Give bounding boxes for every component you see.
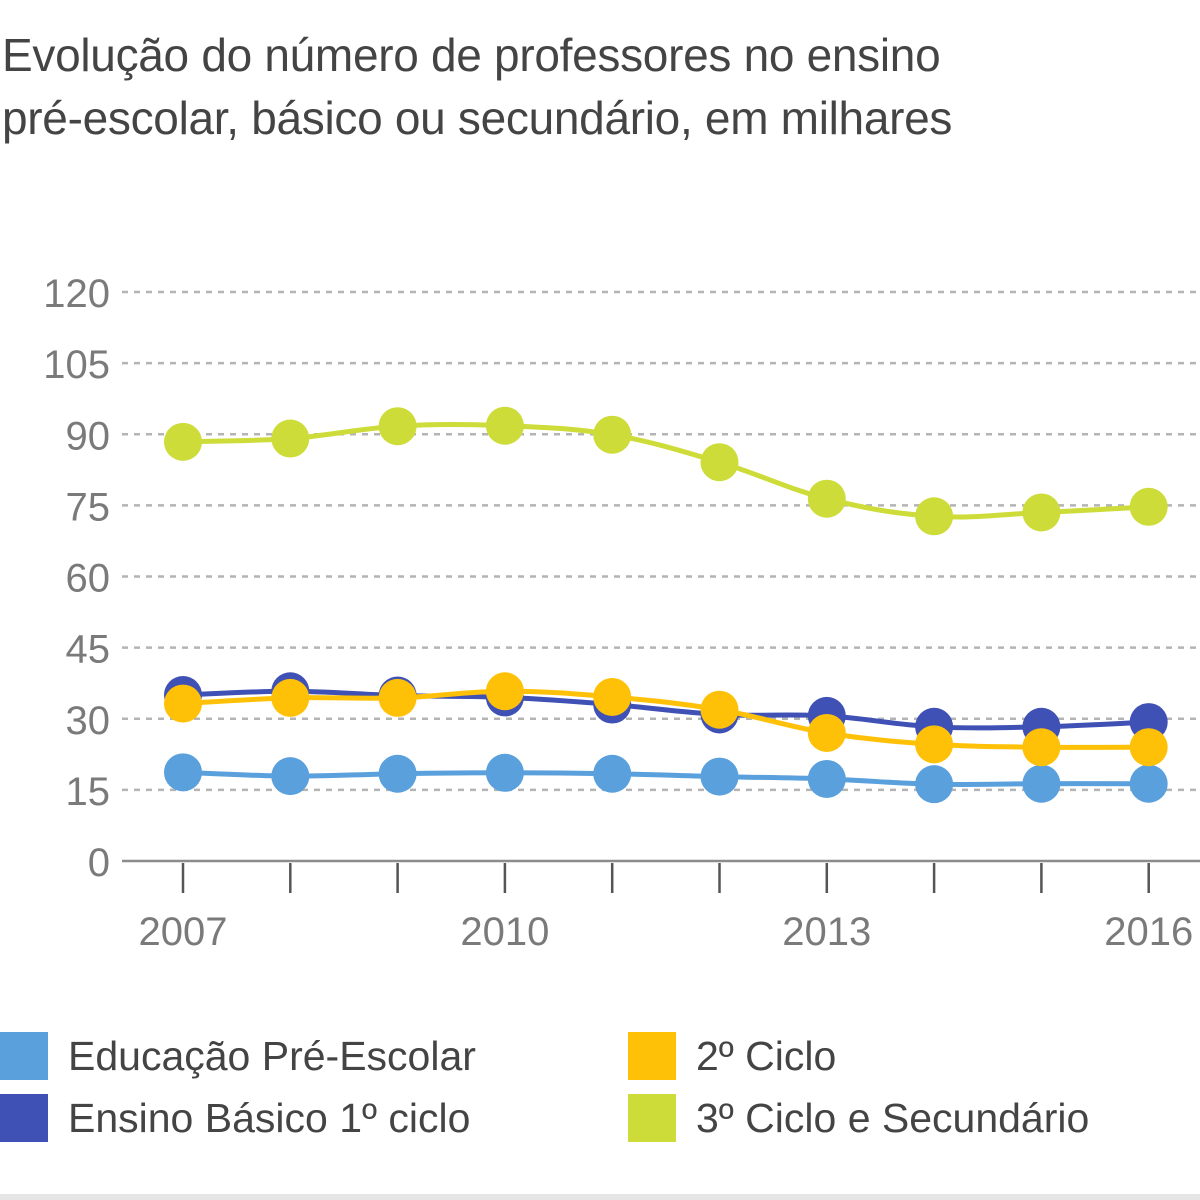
- legend-item-2-ciclo: 2º Ciclo: [628, 1030, 836, 1082]
- series-0-point-2010: [485, 753, 524, 792]
- series-2-point-2009: [378, 678, 417, 717]
- x-tick-label: 2007: [139, 910, 228, 954]
- grid-lines: [122, 290, 1200, 863]
- legend-item-ensino-basico-1-ciclo: Ensino Básico 1º ciclo: [0, 1092, 470, 1144]
- series-0-point-2009: [378, 754, 417, 793]
- y-tick-label: 105: [43, 343, 110, 387]
- series-2-point-2011: [593, 677, 632, 716]
- chart-title-line-2: pré-escolar, básico ou secundário, em mi…: [2, 92, 953, 144]
- series-3-point-2009: [378, 407, 417, 446]
- y-tick-label: 75: [66, 485, 111, 529]
- series-1: [164, 672, 1168, 746]
- y-tick-label: 0: [88, 841, 110, 885]
- legend-label-3-ciclo-e-secundario: 3º Ciclo e Secundário: [696, 1094, 1090, 1141]
- series-0-line: [180, 769, 1152, 787]
- series-3-point-2011: [593, 415, 632, 454]
- series-2-point-2016: [1129, 728, 1168, 767]
- y-tick-label: 45: [66, 628, 111, 672]
- series-0-point-2013: [807, 759, 846, 798]
- series-2: [164, 672, 1168, 767]
- series-3-line: [180, 422, 1152, 520]
- series-2-point-2013: [807, 713, 846, 752]
- series-3-point-2010: [485, 406, 524, 445]
- series-3-point-2012: [700, 443, 739, 482]
- series-3-point-2016: [1129, 487, 1168, 526]
- series-3-point-2013: [807, 479, 846, 518]
- x-tick-label: 2016: [1104, 910, 1193, 954]
- x-tick-label: 2010: [460, 910, 549, 954]
- legend-swatch-2-ciclo: [628, 1032, 676, 1080]
- series-2-point-2014: [915, 725, 954, 764]
- series-group: [164, 406, 1168, 804]
- y-tick-label: 120: [43, 272, 110, 316]
- bottom-divider: [0, 1194, 1200, 1200]
- series-0-point-2008: [271, 757, 310, 796]
- y-tick-label: 60: [66, 557, 111, 601]
- series-3: [164, 406, 1168, 536]
- series-2-point-2007: [164, 684, 202, 723]
- series-2-line: [180, 688, 1152, 750]
- series-3-point-2014: [915, 497, 954, 536]
- series-3-point-2015: [1022, 493, 1061, 532]
- chart-title-line-1: Evolução do número de professores no ens…: [2, 29, 941, 81]
- series-2-point-2008: [271, 678, 310, 717]
- legend-item-educacao-pre-escolar: Educação Pré-Escolar: [0, 1030, 476, 1082]
- legend-item-3-ciclo-e-secundario: 3º Ciclo e Secundário: [628, 1092, 1089, 1144]
- chart-title: Evolução do número de professores no ens…: [2, 24, 1192, 150]
- y-tick-label: 15: [66, 770, 111, 814]
- legend-label-2-ciclo: 2º Ciclo: [696, 1032, 837, 1079]
- series-2-point-2010: [485, 672, 524, 711]
- y-tick-label: 90: [66, 414, 111, 458]
- series-0-point-2015: [1022, 764, 1061, 803]
- legend-swatch-educacao-pre-escolar: [0, 1032, 48, 1080]
- plot-area: 0 15 30 45 60 75 90 105 120 2007 2010 2013 2016: [43, 272, 1200, 954]
- series-0: [164, 753, 1168, 804]
- series-0-point-2014: [915, 765, 954, 804]
- x-tick-label: 2013: [782, 910, 871, 954]
- series-2-point-2015: [1022, 728, 1061, 767]
- x-axis: 2007 2010 2013 2016: [139, 863, 1193, 954]
- legend: Educação Pré-Escolar Ensino Básico 1º ci…: [0, 1022, 1200, 1152]
- series-1-line: [180, 688, 1152, 731]
- series-0-point-2016: [1129, 764, 1168, 803]
- series-0-point-2012: [700, 757, 739, 796]
- series-3-point-2008: [271, 419, 310, 458]
- legend-label-educacao-pre-escolar: Educação Pré-Escolar: [68, 1032, 476, 1079]
- series-2-point-2012: [700, 690, 739, 729]
- y-tick-label: 30: [66, 699, 111, 743]
- legend-swatch-3-ciclo-e-secundario: [628, 1094, 676, 1142]
- legend-label-ensino-basico-1-ciclo: Ensino Básico 1º ciclo: [68, 1094, 471, 1141]
- series-0-point-2007: [164, 753, 202, 792]
- series-3-point-2007: [164, 422, 202, 461]
- y-axis: 0 15 30 45 60 75 90 105 120: [43, 272, 110, 885]
- series-0-point-2011: [593, 754, 632, 793]
- legend-swatch-ensino-basico-1-ciclo: [0, 1094, 48, 1142]
